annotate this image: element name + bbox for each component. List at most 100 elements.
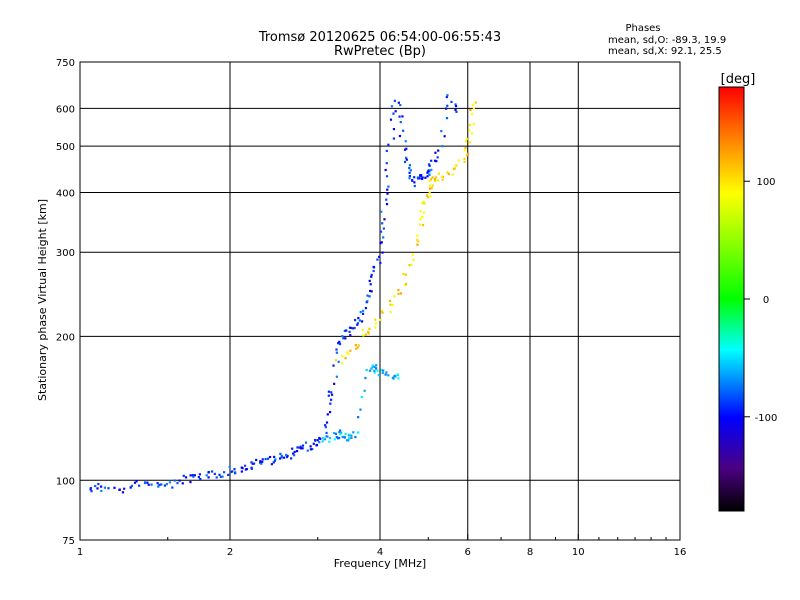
data-point	[419, 210, 422, 213]
data-point	[365, 369, 368, 372]
data-point	[343, 436, 346, 439]
data-point	[454, 165, 457, 168]
chart-title: Tromsø 20120625 06:54:00-06:55:43	[258, 30, 501, 45]
data-point	[293, 450, 296, 454]
y-tick-label: 100	[56, 476, 75, 487]
data-point	[426, 171, 429, 174]
data-point	[344, 357, 347, 360]
data-point	[348, 330, 351, 333]
data-point	[437, 149, 440, 152]
data-point	[97, 482, 100, 486]
data-point	[319, 437, 322, 440]
data-point	[290, 457, 293, 460]
data-point	[316, 439, 319, 442]
data-point	[359, 310, 362, 314]
data-point	[353, 318, 357, 322]
data-point	[309, 448, 313, 451]
data-point	[282, 456, 286, 459]
data-point	[322, 437, 325, 440]
data-point	[163, 484, 166, 487]
data-point	[375, 367, 378, 370]
data-point	[463, 157, 466, 160]
data-point	[397, 101, 400, 104]
data-point	[100, 489, 103, 493]
data-point	[386, 192, 389, 195]
data-point	[168, 481, 171, 484]
data-point	[218, 473, 221, 476]
data-point	[380, 210, 383, 213]
data-point	[347, 352, 350, 356]
data-point	[404, 283, 407, 287]
data-point	[296, 446, 299, 449]
data-point	[375, 364, 378, 367]
data-point	[318, 441, 321, 444]
data-point	[470, 132, 473, 135]
data-point	[363, 389, 366, 392]
data-point	[376, 258, 379, 261]
data-point	[266, 457, 270, 460]
data-point	[413, 181, 416, 184]
data-point	[402, 272, 405, 276]
data-point	[325, 421, 329, 424]
data-point	[367, 330, 370, 333]
data-point	[89, 486, 92, 490]
data-point	[176, 481, 179, 485]
data-point	[385, 198, 388, 201]
y-axis-label: Stationary phase Virtual Height [km]	[36, 199, 49, 401]
data-point	[286, 454, 289, 458]
data-point	[451, 173, 454, 176]
data-point	[129, 486, 132, 489]
data-point	[446, 104, 449, 107]
data-point	[430, 159, 433, 162]
grid-lines	[80, 62, 680, 540]
data-point	[355, 347, 358, 350]
data-point	[393, 99, 396, 102]
data-point	[243, 464, 247, 467]
data-point	[427, 170, 430, 173]
data-point	[356, 346, 359, 349]
data-point	[368, 295, 371, 298]
data-point	[428, 187, 432, 190]
data-point	[259, 460, 262, 463]
data-point	[419, 218, 422, 221]
data-point	[404, 273, 407, 276]
data-point	[227, 473, 230, 476]
chart-subtitle: RwPretec (Bp)	[334, 44, 426, 59]
data-point	[301, 447, 304, 450]
data-point	[138, 484, 141, 487]
data-point	[357, 431, 360, 434]
data-point	[370, 273, 373, 277]
data-point	[293, 454, 296, 457]
data-point	[431, 184, 434, 187]
data-point	[240, 470, 243, 473]
data-point	[372, 269, 375, 273]
data-point	[329, 402, 332, 405]
data-point	[348, 437, 351, 440]
data-point	[165, 483, 168, 486]
data-point	[470, 112, 474, 116]
data-point	[130, 484, 133, 488]
data-point	[89, 488, 92, 491]
data-point	[441, 178, 444, 181]
data-point	[381, 371, 384, 374]
data-point	[207, 476, 210, 479]
data-point	[333, 382, 336, 385]
data-point	[373, 371, 376, 374]
data-point	[440, 130, 443, 133]
data-point	[118, 488, 121, 491]
data-point	[333, 438, 336, 441]
data-point	[368, 369, 372, 372]
colorbar-tick-label: 0	[763, 295, 769, 306]
data-point	[447, 172, 450, 176]
data-point	[437, 172, 440, 175]
data-point	[378, 255, 381, 258]
data-point	[397, 288, 400, 292]
data-point	[374, 318, 377, 321]
data-point	[436, 156, 439, 159]
data-point	[113, 486, 116, 489]
data-point	[314, 439, 317, 442]
data-point	[279, 452, 282, 456]
data-point	[380, 309, 384, 313]
data-point	[336, 437, 339, 440]
data-point	[409, 169, 412, 172]
